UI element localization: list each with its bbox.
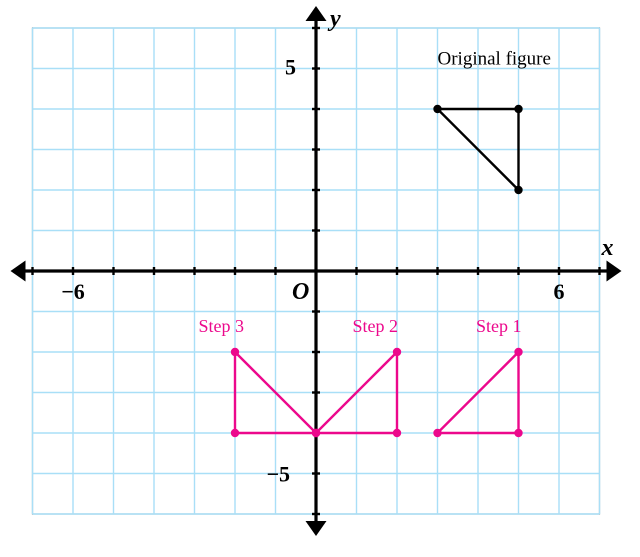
figure-label: Step 2 (352, 316, 398, 336)
vertex-point (393, 348, 401, 356)
coordinate-plane: −6 6 5 −5 x y O Original figure Step 1 Step 2 Step… (0, 0, 640, 557)
vertex-point (514, 105, 522, 113)
vertex-point (231, 348, 239, 356)
vertex-point (312, 429, 320, 437)
arrowhead-icon (607, 261, 622, 282)
vertex-point (433, 105, 441, 113)
tick-label: 5 (285, 55, 296, 80)
tick-label: −5 (266, 462, 290, 487)
arrowhead-icon (11, 261, 26, 282)
tick-label: −6 (61, 279, 85, 304)
axes: −6 6 5 −5 x y O (11, 6, 622, 536)
figure-label: Step 1 (476, 316, 522, 336)
vertex-point (514, 429, 522, 437)
x-axis-label: x (601, 235, 614, 261)
arrowhead-icon (306, 6, 327, 21)
vertex-point (231, 429, 239, 437)
figure-label: Step 3 (199, 316, 245, 336)
vertex-point (393, 429, 401, 437)
y-axis-label: y (327, 6, 341, 32)
arrowhead-icon (306, 521, 327, 536)
original-figure: Original figure (433, 48, 551, 194)
step-3-figure: Step 3 (199, 316, 321, 437)
vertex-point (514, 348, 522, 356)
tick-label: 6 (554, 279, 565, 304)
vertex-point (433, 429, 441, 437)
figure-label: Original figure (438, 48, 551, 69)
origin-label: O (292, 279, 309, 305)
vertex-point (514, 186, 522, 194)
